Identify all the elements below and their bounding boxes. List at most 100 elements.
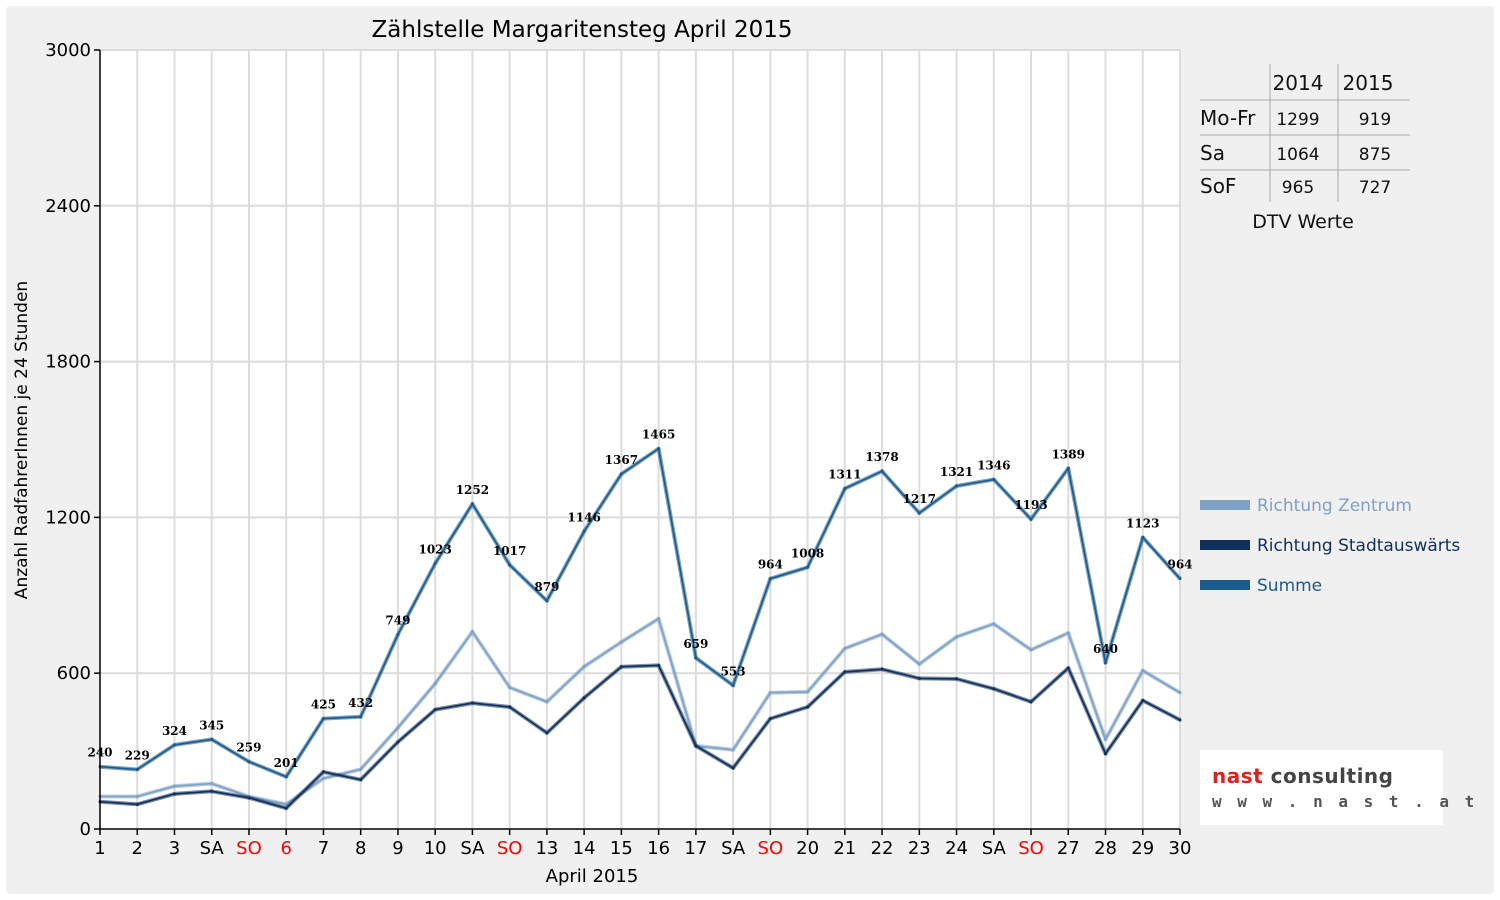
x-tick-label: 7: [318, 838, 329, 859]
x-tick-label: 20: [796, 838, 819, 859]
dtv-row-label: SoF: [1200, 174, 1236, 198]
x-tick-label: 8: [355, 838, 366, 859]
data-label: 259: [236, 741, 261, 755]
data-label: 659: [683, 637, 708, 651]
data-point: [433, 708, 437, 712]
x-tick-label: 16: [647, 838, 670, 859]
data-point: [806, 690, 810, 694]
logo-suffix: consulting: [1270, 764, 1394, 788]
data-point: [1141, 698, 1145, 702]
x-tick-label: 27: [1057, 838, 1080, 859]
x-tick-label: 21: [833, 838, 856, 859]
dtv-header-2014: 2014: [1273, 71, 1324, 95]
data-label: 1321: [940, 465, 973, 479]
x-tick-label: SA: [721, 838, 746, 859]
legend-label: Richtung Zentrum: [1257, 496, 1412, 516]
data-point: [880, 469, 884, 473]
x-tick-label: 17: [684, 838, 707, 859]
logo-wordmark: nast consulting: [1212, 764, 1393, 788]
data-point: [768, 717, 772, 721]
data-point: [843, 670, 847, 674]
data-point: [396, 633, 400, 637]
data-point: [619, 472, 623, 476]
x-tick-label: SO: [758, 838, 784, 859]
data-label: 1252: [456, 483, 489, 497]
data-point: [1104, 661, 1108, 665]
data-point: [508, 685, 512, 689]
data-point: [1104, 752, 1108, 756]
data-label: 749: [385, 614, 410, 628]
data-label: 879: [534, 580, 559, 594]
data-point: [694, 656, 698, 660]
data-point: [247, 796, 251, 800]
data-label: 1311: [828, 468, 861, 482]
data-point: [1029, 648, 1033, 652]
data-label: 345: [199, 718, 224, 732]
data-point: [1029, 700, 1033, 704]
data-point: [172, 784, 176, 788]
data-point: [806, 705, 810, 709]
data-point: [508, 705, 512, 709]
x-tick-label: 29: [1131, 838, 1154, 859]
data-label: 1023: [418, 542, 451, 556]
data-label: 1367: [605, 453, 638, 467]
x-tick-label: SA: [200, 838, 225, 859]
data-point: [1178, 718, 1182, 722]
legend-swatch: [1200, 580, 1250, 590]
data-point: [917, 676, 921, 680]
dtv-cell: 919: [1359, 110, 1391, 130]
data-point: [172, 743, 176, 747]
dtv-cell: 1299: [1276, 110, 1319, 130]
data-point: [731, 683, 735, 687]
data-label: 1389: [1052, 447, 1085, 461]
data-point: [955, 484, 959, 488]
data-point: [321, 717, 325, 721]
x-tick-label: 3: [169, 838, 180, 859]
x-tick-label: 28: [1094, 838, 1117, 859]
data-label: 1346: [977, 458, 1010, 472]
data-point: [619, 665, 623, 669]
dtv-caption: DTV Werte: [1252, 211, 1354, 233]
x-tick-label: 13: [535, 838, 558, 859]
data-point: [955, 635, 959, 639]
data-point: [470, 701, 474, 705]
legend-swatch: [1200, 540, 1250, 550]
data-label: 553: [721, 664, 746, 678]
data-label: 1017: [493, 544, 526, 558]
dtv-header-2015: 2015: [1343, 71, 1394, 95]
data-point: [1066, 466, 1070, 470]
data-point: [806, 565, 810, 569]
data-point: [545, 700, 549, 704]
data-label: 1465: [642, 428, 675, 442]
x-tick-label: 14: [573, 838, 596, 859]
data-label: 229: [125, 749, 150, 763]
data-point: [880, 667, 884, 671]
company-logo: nast consulting w w w . n a s t . a t: [1200, 750, 1474, 825]
data-point: [135, 795, 139, 799]
data-point: [582, 665, 586, 669]
data-point: [545, 731, 549, 735]
data-point: [731, 766, 735, 770]
data-point: [359, 778, 363, 782]
x-tick-label: SA: [460, 838, 485, 859]
y-tick-label: 3000: [45, 40, 91, 61]
data-point: [545, 599, 549, 603]
x-tick-label: 15: [610, 838, 633, 859]
data-point: [992, 477, 996, 481]
data-label: 1217: [903, 492, 936, 506]
data-label: 1378: [865, 450, 898, 464]
y-tick-label: 1200: [45, 507, 91, 528]
x-tick-label: 23: [908, 838, 931, 859]
data-point: [135, 768, 139, 772]
data-point: [992, 687, 996, 691]
y-tick-label: 2400: [45, 196, 91, 217]
series-line: [99, 447, 1181, 778]
data-label: 964: [1167, 558, 1192, 572]
data-point: [917, 511, 921, 515]
data-point: [731, 748, 735, 752]
data-point: [1066, 631, 1070, 635]
data-point: [135, 802, 139, 806]
data-point: [508, 563, 512, 567]
data-label: 425: [311, 698, 336, 712]
